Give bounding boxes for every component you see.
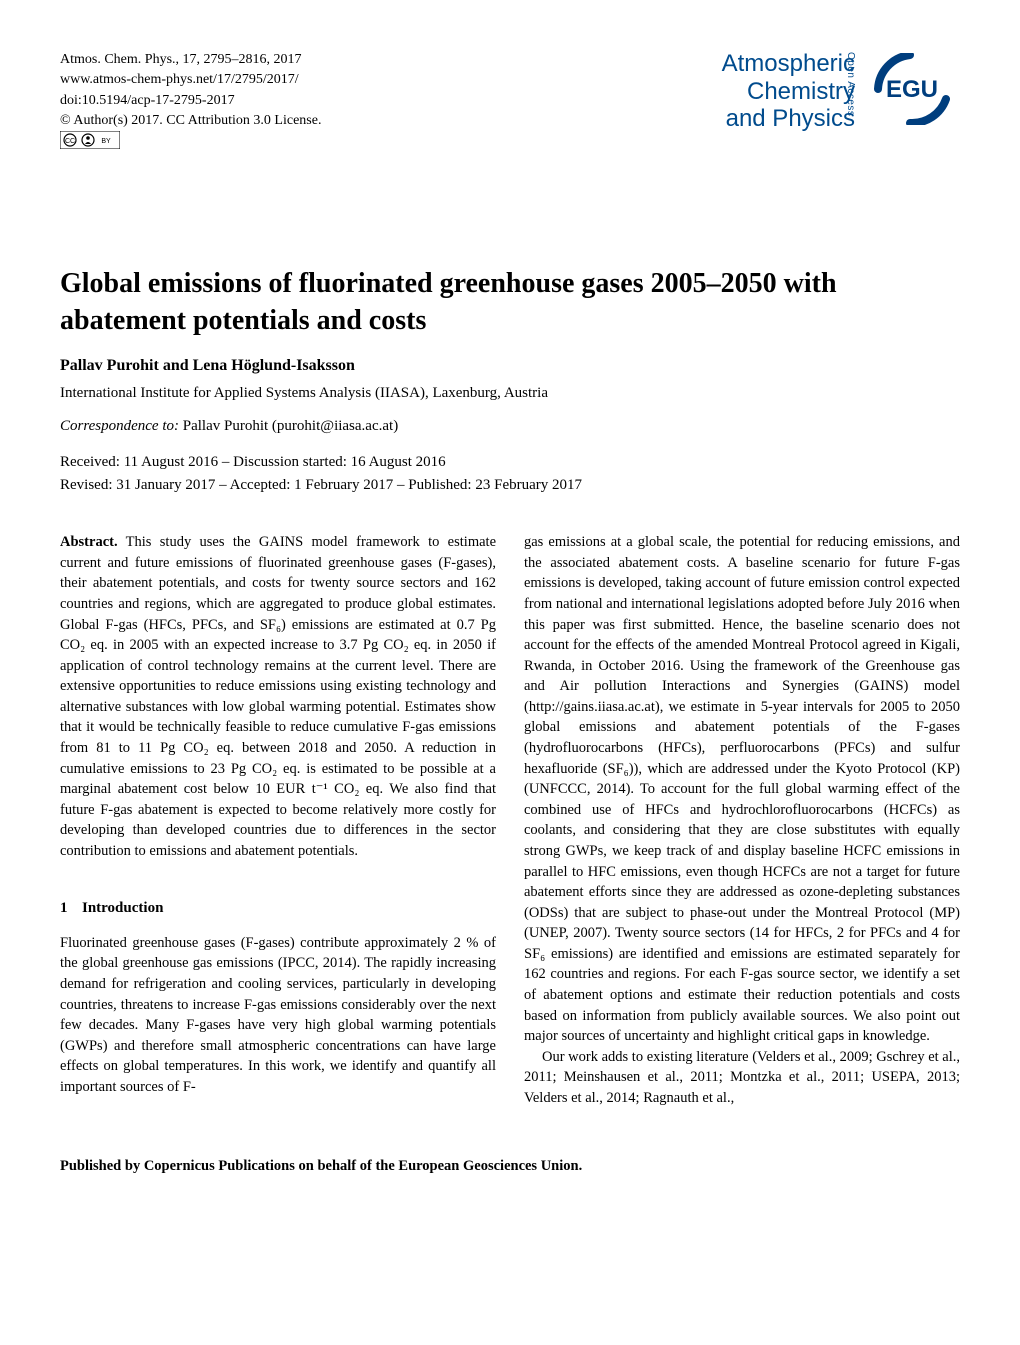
article-url: www.atmos-chem-phys.net/17/2795/2017/ — [60, 70, 321, 90]
svg-text:EGU: EGU — [886, 76, 938, 103]
body-columns: Abstract. This study uses the GAINS mode… — [60, 532, 960, 1108]
section-1-number: 1 — [60, 898, 82, 919]
svg-text:CC: CC — [65, 138, 75, 145]
cc-license-badge: CC BY — [60, 131, 321, 156]
dates-line2: Revised: 31 January 2017 – Accepted: 1 F… — [60, 474, 960, 497]
journal-name: Atmospheric Chemistry and Physics — [722, 50, 855, 133]
page-footer: Published by Copernicus Publications on … — [60, 1158, 960, 1175]
affiliation: International Institute for Applied Syst… — [60, 385, 960, 402]
header-metadata: Atmos. Chem. Phys., 17, 2795–2816, 2017 … — [60, 50, 321, 156]
license-text: © Author(s) 2017. CC Attribution 3.0 Lic… — [60, 111, 321, 131]
abstract-label: Abstract. — [60, 534, 118, 550]
correspondence-label: Correspondence to: — [60, 418, 179, 434]
article-dates: Received: 11 August 2016 – Discussion st… — [60, 451, 960, 496]
journal-name-line2: Chemistry — [722, 78, 855, 106]
correspondence-value: Pallav Purohit (purohit@iiasa.ac.at) — [179, 418, 398, 434]
journal-name-line3: and Physics — [722, 105, 855, 133]
abstract-text: This study uses the GAINS model framewor… — [60, 534, 496, 859]
journal-name-line1: Atmospheric — [722, 50, 855, 78]
open-access-label: Open Access — [845, 52, 856, 116]
dates-line1: Received: 11 August 2016 – Discussion st… — [60, 451, 960, 474]
journal-reference: Atmos. Chem. Phys., 17, 2795–2816, 2017 — [60, 50, 321, 70]
right-col-paragraph-2: Our work adds to existing literature (Ve… — [524, 1047, 960, 1109]
article-title: Global emissions of fluorinated greenhou… — [60, 266, 960, 339]
section-1-heading: 1Introduction — [60, 898, 496, 919]
abstract-paragraph: Abstract. This study uses the GAINS mode… — [60, 532, 496, 861]
svg-text:BY: BY — [101, 138, 111, 145]
correspondence: Correspondence to: Pallav Purohit (puroh… — [60, 418, 960, 435]
right-col-paragraph-1: gas emissions at a global scale, the pot… — [524, 532, 960, 1046]
page-header: Atmos. Chem. Phys., 17, 2795–2816, 2017 … — [60, 50, 960, 156]
journal-branding: Atmospheric Chemistry and Physics Open A… — [722, 50, 960, 133]
article-doi: doi:10.5194/acp-17-2795-2017 — [60, 91, 321, 111]
egu-logo-icon: EGU — [868, 53, 960, 130]
left-column: Abstract. This study uses the GAINS mode… — [60, 532, 496, 1108]
intro-paragraph-1: Fluorinated greenhouse gases (F-gases) c… — [60, 933, 496, 1098]
authors: Pallav Purohit and Lena Höglund-Isaksson — [60, 357, 960, 375]
right-column: gas emissions at a global scale, the pot… — [524, 532, 960, 1108]
section-1-title: Introduction — [82, 900, 163, 916]
